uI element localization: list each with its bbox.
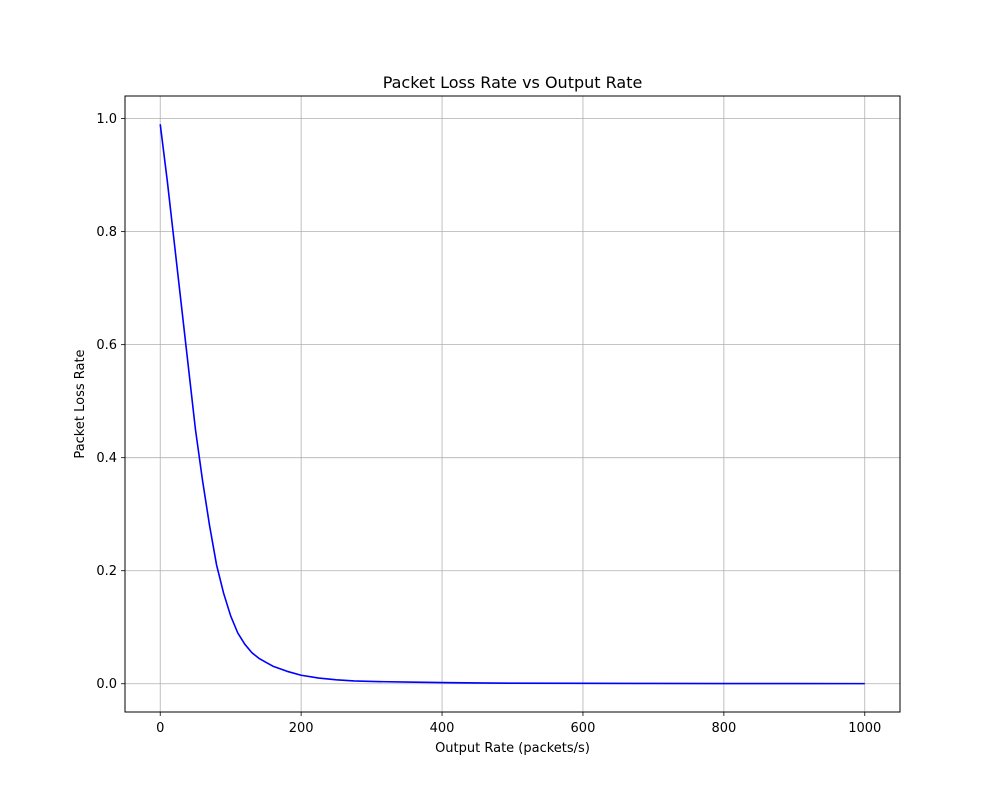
x-axis-label: Output Rate (packets/s) <box>435 741 590 756</box>
x-tick-label: 1000 <box>848 721 881 736</box>
x-tick-label: 200 <box>289 721 314 736</box>
y-tick-label: 0.8 <box>96 225 117 240</box>
x-tick-label: 0 <box>156 721 164 736</box>
y-tick-label: 1.0 <box>96 112 117 127</box>
chart-title: Packet Loss Rate vs Output Rate <box>383 73 643 92</box>
x-tick-labels: 0 200 400 600 800 1000 <box>156 721 881 736</box>
y-tick-label: 0.4 <box>96 451 117 466</box>
y-tick-label: 0.2 <box>96 564 117 579</box>
y-tick-labels: 0.0 0.2 0.4 0.6 0.8 1.0 <box>96 112 117 692</box>
x-tick-label: 400 <box>430 721 455 736</box>
series-group <box>159 124 865 685</box>
grid-lines <box>125 96 900 712</box>
plot-frame <box>124 95 901 713</box>
x-tick-label: 600 <box>571 721 596 736</box>
y-tick-label: 0.6 <box>96 338 117 353</box>
y-tick-label: 0.0 <box>96 677 117 692</box>
x-tick-label: 800 <box>711 721 736 736</box>
axis-ticks <box>121 118 866 716</box>
series-line-0 <box>159 124 865 685</box>
y-axis-label: Packet Loss Rate <box>73 349 88 458</box>
